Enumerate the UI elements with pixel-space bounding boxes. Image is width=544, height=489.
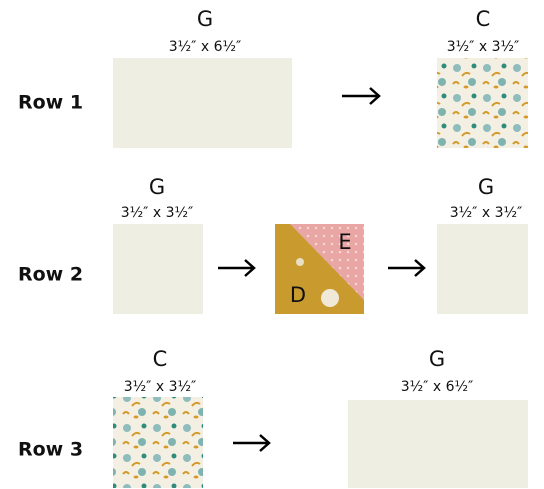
piece-letter: D [290,283,306,307]
piece-letter: G [149,175,165,199]
piece-size: 3½″ x 6½″ [401,379,474,395]
fabric-piece [348,400,528,488]
fabric-piece [113,224,203,314]
fabric-piece [113,397,203,488]
fabric-flower [296,258,304,266]
piece-letter: C [153,347,168,371]
piece-size: 3½″ x 3½″ [124,379,197,395]
fabric-piece [437,58,528,148]
piece-size: 3½″ x 3½″ [121,205,194,221]
row-label: Row 2 [18,264,83,286]
fabric-piece [113,58,292,148]
piece-size: 3½″ x 3½″ [450,205,523,221]
piece-letter: E [338,230,351,254]
fabric-triangle [275,224,364,314]
arrow [218,259,256,277]
row-label: Row 3 [18,439,83,461]
arrow [233,434,271,452]
piece-letter: G [478,175,494,199]
piece-letter: G [197,7,213,31]
fabric-flower [321,289,339,307]
piece-letter: G [429,347,445,371]
fabric-piece [437,224,528,314]
piece-letter: C [476,7,491,31]
arrow [388,259,426,277]
piece-size: 3½″ x 6½″ [169,39,242,55]
row-label: Row 1 [18,92,83,114]
arrow [342,87,381,105]
piece-size: 3½″ x 3½″ [447,39,520,55]
